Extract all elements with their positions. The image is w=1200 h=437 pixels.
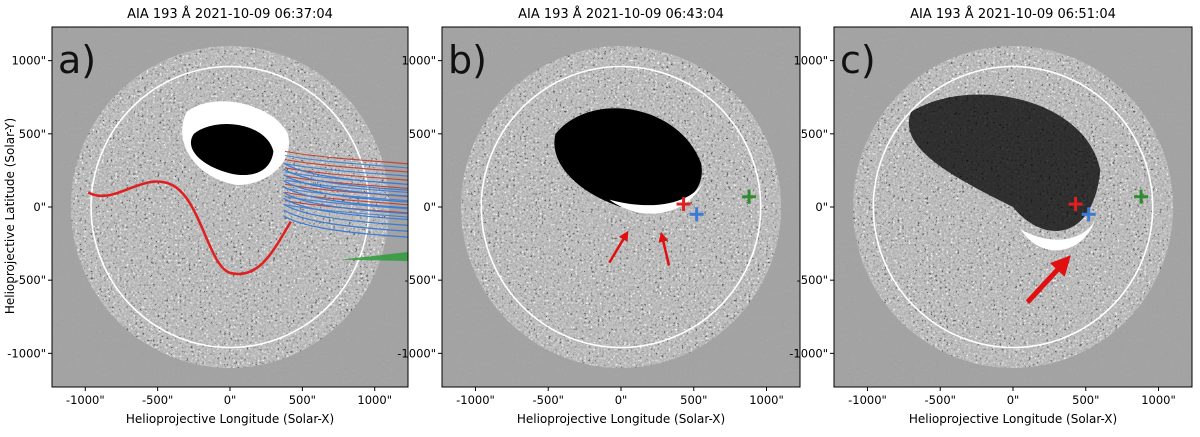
dark-region — [190, 123, 274, 176]
panel-image — [834, 27, 1192, 387]
field-line — [284, 167, 408, 181]
arrow — [1025, 255, 1071, 304]
field-line — [283, 168, 408, 191]
x-tick-label: -1000" — [456, 393, 495, 407]
y-tick-label: -500" — [15, 273, 46, 287]
field-line — [283, 215, 408, 238]
panel-title: AIA 193 Å 2021-10-09 06:43:04 — [518, 6, 724, 22]
y-tick-label: -1000" — [7, 346, 46, 360]
x-tick-label: -500" — [142, 393, 173, 407]
neutral-line — [87, 180, 292, 276]
solar-limb — [90, 65, 370, 349]
field-line — [284, 175, 408, 189]
panel-label: a) — [58, 38, 96, 82]
field-line — [284, 154, 408, 169]
y-tick-label: -1000" — [789, 346, 828, 360]
panel-1: a) AIA 193 Å 2021-10-09 06:37:04 -1000" -50… — [7, 6, 409, 426]
arrow — [658, 231, 671, 266]
y-axis-label: Helioprojective Latitude (Solar-Y) — [3, 118, 17, 314]
panel-2: b) AIA 193 Å 2021-10-09 06:43:04 -1000" -50… — [397, 6, 801, 426]
solar-limb — [872, 65, 1154, 349]
field-line — [284, 150, 408, 165]
field-line — [284, 204, 408, 218]
y-tick-label: 500" — [409, 127, 436, 141]
x-tick-label: 500" — [1072, 393, 1099, 407]
panel-image — [52, 27, 408, 387]
y-tick-label: 1000" — [793, 54, 828, 68]
x-tick-label: 0" — [1007, 393, 1020, 407]
x-axis-label: Helioprojective Longitude (Solar-X) — [909, 412, 1117, 426]
x-tick-label: 500" — [680, 393, 707, 407]
field-line — [283, 186, 408, 209]
x-tick-label: 0" — [224, 393, 237, 407]
field-line — [284, 191, 408, 206]
panel-label: c) — [840, 38, 876, 82]
panel-image — [442, 27, 800, 387]
x-tick-label: -500" — [533, 393, 564, 407]
x-tick-label: -1000" — [848, 393, 887, 407]
field-line — [283, 197, 408, 221]
field-line — [284, 159, 408, 173]
panel-label: b) — [448, 38, 487, 82]
field-line — [283, 174, 408, 197]
y-tick-label: 1000" — [11, 54, 46, 68]
y-tick-label: -500" — [405, 273, 436, 287]
y-tick-label: 0" — [33, 200, 46, 214]
field-line — [283, 203, 408, 226]
x-tick-label: -500" — [925, 393, 956, 407]
field-line — [284, 163, 408, 177]
x-tick-label: 0" — [615, 393, 628, 407]
y-tick-label: 500" — [19, 127, 46, 141]
panel-title: AIA 193 Å 2021-10-09 06:51:04 — [910, 6, 1116, 22]
y-tick-label: 500" — [801, 127, 828, 141]
field-line — [283, 209, 408, 232]
y-tick-label: 1000" — [401, 54, 436, 68]
solar-limb — [480, 65, 762, 349]
x-tick-label: 1000" — [749, 393, 784, 407]
arrow — [608, 230, 629, 264]
field-line — [283, 191, 408, 215]
y-tick-label: -1000" — [397, 346, 436, 360]
dark-region — [554, 108, 702, 211]
x-tick-label: 1000" — [1141, 393, 1176, 407]
x-axis-label: Helioprojective Longitude (Solar-X) — [126, 412, 334, 426]
x-tick-label: -1000" — [66, 393, 105, 407]
bright-front — [1020, 221, 1095, 251]
field-green — [339, 252, 408, 261]
y-tick-label: -500" — [797, 273, 828, 287]
field-line — [284, 179, 408, 194]
y-tick-label: 0" — [423, 200, 436, 214]
x-axis-label: Helioprojective Longitude (Solar-X) — [517, 412, 725, 426]
field-line — [283, 180, 408, 203]
panel-3: c) AIA 193 Å 2021-10-09 06:51:04 -1000" -50… — [789, 6, 1193, 426]
dark-region — [908, 94, 1101, 232]
panel-title: AIA 193 Å 2021-10-09 06:37:04 — [127, 6, 333, 22]
x-tick-label: 1000" — [357, 393, 392, 407]
x-tick-label: 500" — [289, 393, 316, 407]
field-line — [283, 162, 408, 185]
y-tick-label: 0" — [815, 200, 828, 214]
